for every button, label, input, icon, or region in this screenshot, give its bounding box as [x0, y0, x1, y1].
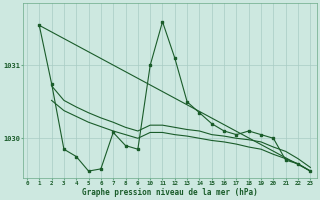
X-axis label: Graphe pression niveau de la mer (hPa): Graphe pression niveau de la mer (hPa)	[82, 188, 258, 197]
